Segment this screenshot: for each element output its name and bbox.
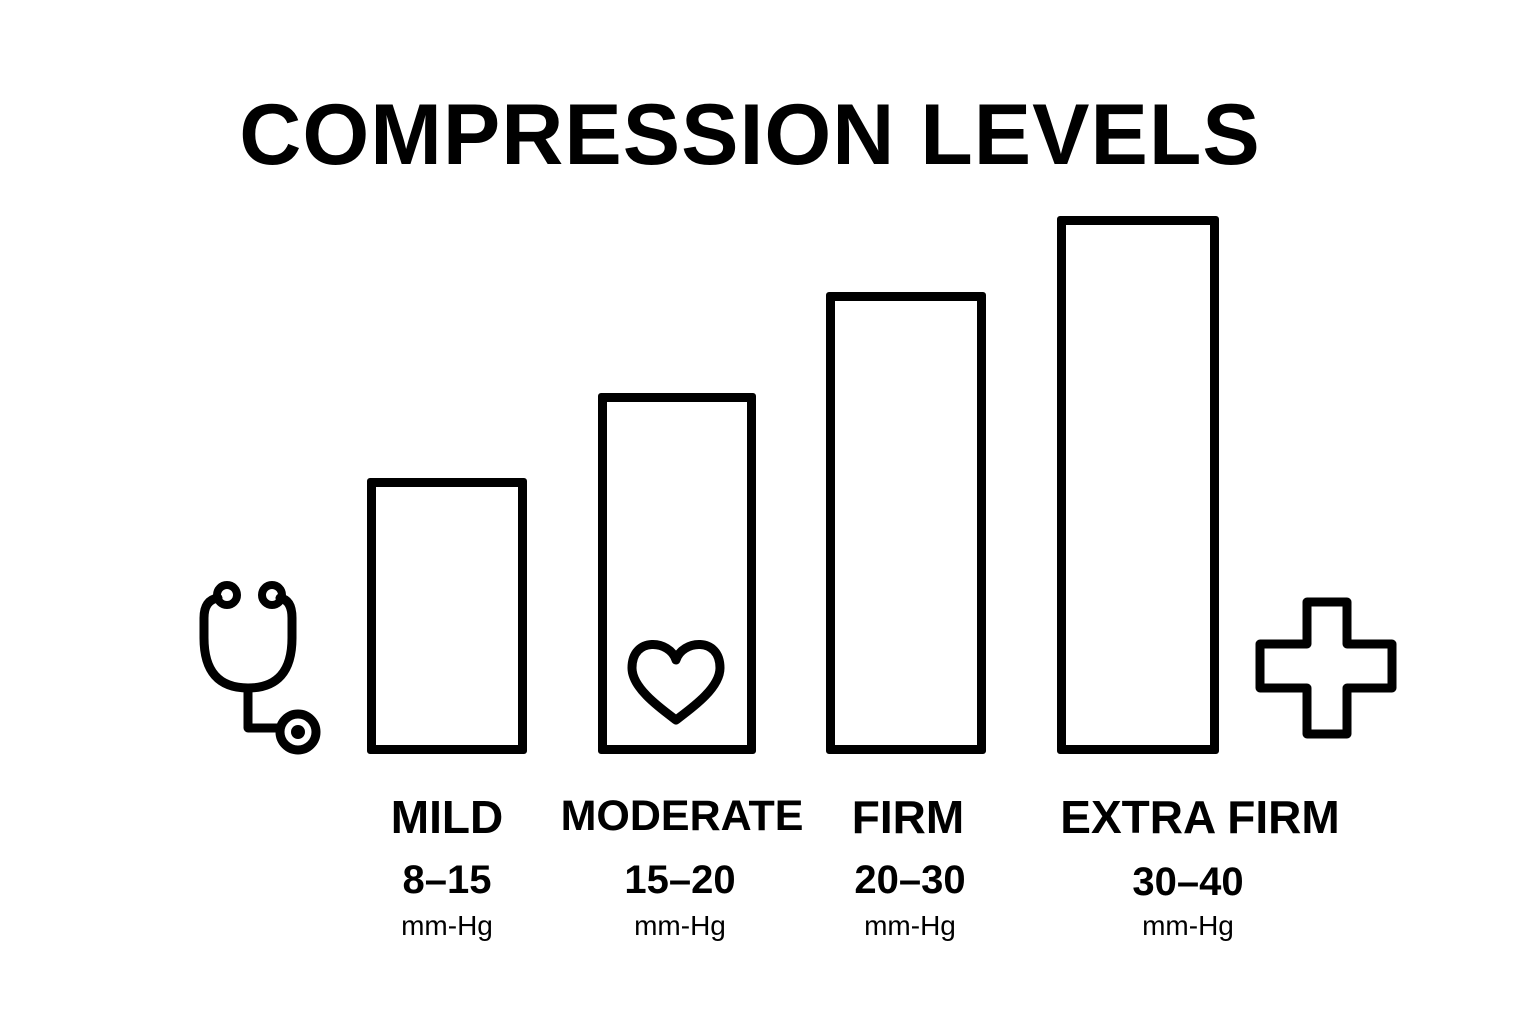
unit-moderate: mm-Hg bbox=[634, 910, 726, 941]
label-firm: FIRM bbox=[851, 791, 965, 843]
unit-mild: mm-Hg bbox=[401, 910, 493, 941]
heart-icon bbox=[627, 640, 725, 725]
medical-cross-icon bbox=[1255, 597, 1397, 739]
stethoscope-icon bbox=[199, 581, 321, 755]
label-extra-firm: EXTRA FIRM bbox=[1060, 791, 1340, 843]
bar-moderate bbox=[598, 393, 756, 754]
bar-mild bbox=[367, 478, 527, 754]
range-moderate: 15–20 bbox=[624, 858, 736, 902]
chart-title: COMPRESSION LEVELS bbox=[239, 87, 1261, 183]
unit-firm: mm-Hg bbox=[864, 910, 956, 941]
range-firm: 20–30 bbox=[854, 858, 966, 902]
bar-firm bbox=[826, 292, 986, 754]
label-moderate: MODERATE bbox=[560, 792, 804, 840]
label-mild: MILD bbox=[390, 791, 504, 843]
bar-extra-firm bbox=[1057, 216, 1219, 754]
range-extra-firm: 30–40 bbox=[1132, 860, 1244, 904]
unit-extra-firm: mm-Hg bbox=[1142, 910, 1234, 941]
range-mild: 8–15 bbox=[402, 858, 492, 902]
